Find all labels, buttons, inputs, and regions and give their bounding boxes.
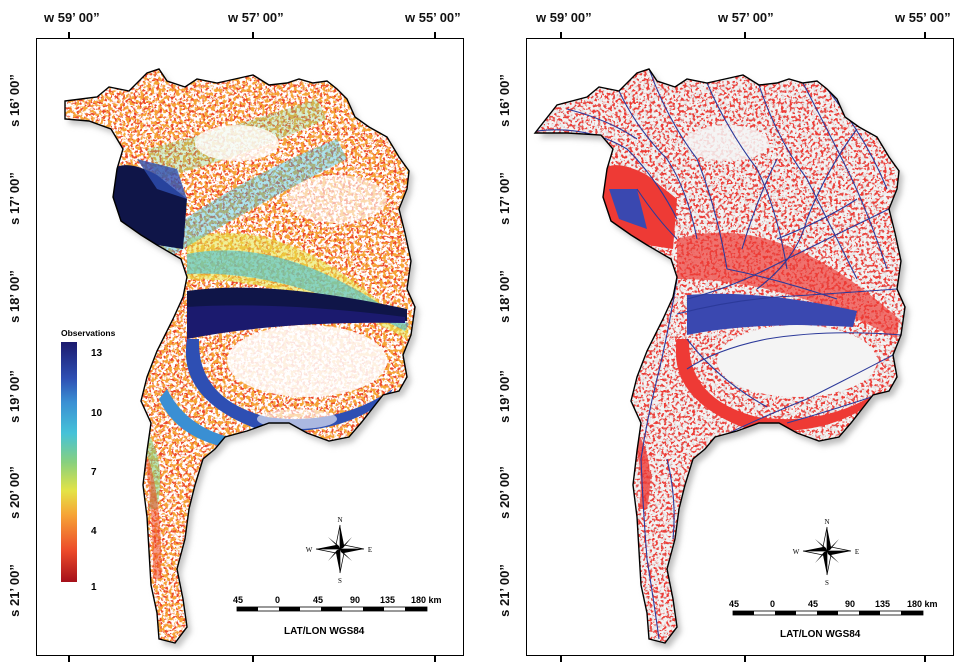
compass-rose-icon: N S E W: [793, 518, 859, 587]
tick-bottom: [924, 656, 926, 662]
drainage-network: [536, 69, 902, 640]
flood-drainage-map: N S E W: [533, 68, 924, 648]
observations-legend: Observations 13 10 7 4 1: [61, 328, 141, 598]
compass-rose-icon: N S E W: [306, 516, 372, 585]
legend-value: 1: [91, 582, 97, 593]
lon-label-57w-left: w 57’ 00”: [228, 10, 284, 25]
scale-label: 45: [313, 595, 324, 605]
lat-label-19s-right: s 19’ 00”: [496, 370, 512, 423]
tick-bottom: [744, 656, 746, 662]
scale-label: 90: [350, 595, 361, 605]
tick-bottom: [434, 656, 436, 662]
legend-value: 10: [91, 408, 103, 419]
legend-value: 13: [91, 348, 103, 359]
lon-label-59w-right: w 59’ 00”: [536, 10, 592, 25]
tick-bottom: [560, 656, 562, 662]
lat-label-18s-left: s 18’ 00”: [6, 270, 22, 323]
compass-s: S: [338, 577, 342, 585]
legend-value: 7: [91, 467, 97, 478]
scale-label: 180 km: [411, 595, 442, 605]
lat-label-17s-right: s 17’ 00”: [496, 172, 512, 225]
compass-w: W: [306, 546, 313, 554]
map-panel-flood-frequency: N S E W 45 0 45 90 135 180 km LAT/LON WG…: [526, 38, 954, 656]
scale-bar: [236, 606, 428, 612]
flood-raster: [535, 69, 905, 643]
tick-top: [560, 32, 562, 38]
tick-top: [744, 32, 746, 38]
lon-label-55w-left: w 55’ 00”: [405, 10, 461, 25]
scale-label: 135: [875, 599, 891, 609]
lon-label-55w-right: w 55’ 00”: [895, 10, 951, 25]
lat-label-17s-left: s 17’ 00”: [6, 172, 22, 225]
scale-bar: [732, 610, 924, 616]
datum-label: LAT/LON WGS84: [780, 629, 861, 640]
lat-label-20s-left: s 20’ 00”: [6, 466, 22, 519]
tick-top: [252, 32, 254, 38]
scale-label: 45: [233, 595, 244, 605]
lat-label-19s-left: s 19’ 00”: [6, 370, 22, 423]
datum-label: LAT/LON WGS84: [284, 626, 365, 637]
scale-label: 45: [808, 599, 819, 609]
tick-bottom: [252, 656, 254, 662]
compass-s: S: [825, 579, 829, 587]
compass-n: N: [824, 518, 829, 526]
compass-e: E: [855, 548, 859, 556]
legend-title: Observations: [61, 328, 116, 338]
scale-label: 90: [845, 599, 856, 609]
legend-color-ramp: [61, 342, 77, 582]
tick-top: [434, 32, 436, 38]
lat-label-16s-right: s 16’ 00”: [496, 74, 512, 127]
scale-label: 180 km: [907, 599, 938, 609]
lat-label-16s-left: s 16’ 00”: [6, 74, 22, 127]
lat-label-21s-right: s 21’ 00”: [496, 564, 512, 617]
scale-label: 45: [729, 599, 740, 609]
tick-top: [68, 32, 70, 38]
lat-label-20s-right: s 20’ 00”: [496, 466, 512, 519]
observations-map: N S E W: [64, 68, 428, 648]
scale-label: 0: [275, 595, 281, 605]
compass-n: N: [337, 516, 342, 524]
tick-bottom: [68, 656, 70, 662]
legend-value: 4: [91, 526, 97, 537]
study-area-outline: [533, 68, 906, 644]
lon-label-57w-right: w 57’ 00”: [718, 10, 774, 25]
lat-label-18s-right: s 18’ 00”: [496, 270, 512, 323]
lat-label-21s-left: s 21’ 00”: [6, 564, 22, 617]
study-area-outline: [64, 68, 416, 644]
scale-label: 135: [380, 595, 396, 605]
compass-w: W: [793, 548, 800, 556]
tick-top: [924, 32, 926, 38]
scale-label: 0: [770, 599, 776, 609]
lon-label-59w-left: w 59’ 00”: [44, 10, 100, 25]
compass-e: E: [368, 546, 372, 554]
map-panel-observations: N S E W Observations 13 10 7 4 1 45 0 45…: [36, 38, 464, 656]
